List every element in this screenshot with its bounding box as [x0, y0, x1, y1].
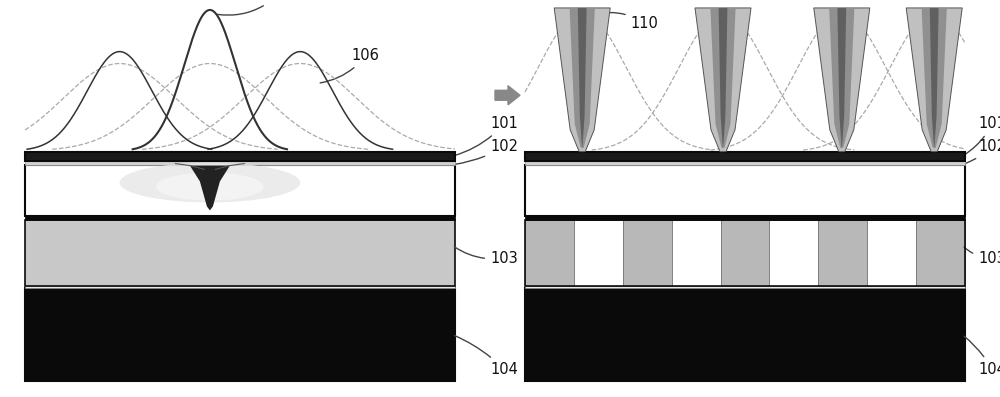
Text: 102: 102	[965, 139, 1000, 164]
Text: 105: 105	[217, 0, 293, 15]
Bar	[769, 220, 818, 286]
Bar	[525, 216, 965, 220]
Bar	[525, 152, 965, 161]
Polygon shape	[906, 8, 962, 152]
Polygon shape	[930, 8, 939, 150]
Bar	[525, 165, 965, 216]
Polygon shape	[570, 8, 595, 148]
Bar	[525, 161, 965, 165]
Text: 102: 102	[455, 139, 518, 164]
Bar	[525, 220, 574, 286]
Bar	[25, 216, 455, 220]
Bar	[574, 220, 623, 286]
Bar	[867, 220, 916, 286]
Bar	[25, 161, 455, 165]
Bar	[25, 152, 455, 161]
Polygon shape	[837, 8, 846, 150]
Polygon shape	[829, 8, 854, 148]
Text: 101: 101	[964, 116, 1000, 155]
Bar	[818, 220, 867, 286]
Polygon shape	[814, 8, 870, 152]
Bar	[25, 288, 455, 381]
Text: 101: 101	[455, 116, 518, 156]
Polygon shape	[190, 166, 230, 210]
Polygon shape	[554, 8, 610, 152]
Text: 110: 110	[593, 13, 658, 31]
Bar	[525, 288, 965, 381]
Bar	[672, 220, 721, 286]
Ellipse shape	[156, 173, 264, 200]
Text: 107: 107	[59, 179, 87, 194]
FancyArrow shape	[495, 86, 520, 105]
Bar	[525, 220, 965, 286]
Bar	[525, 286, 965, 288]
Text: 104: 104	[964, 336, 1000, 377]
Text: 103: 103	[964, 247, 1000, 266]
Bar	[623, 220, 672, 286]
Bar	[25, 165, 455, 216]
Polygon shape	[710, 8, 736, 148]
Bar	[25, 286, 455, 288]
Polygon shape	[578, 8, 587, 150]
Bar	[25, 220, 455, 286]
Polygon shape	[719, 8, 727, 150]
Text: 104: 104	[455, 335, 518, 377]
Polygon shape	[695, 8, 751, 152]
Text: 103: 103	[454, 247, 518, 266]
Bar	[916, 220, 965, 286]
Text: 106: 106	[320, 48, 380, 83]
Ellipse shape	[120, 163, 300, 202]
Polygon shape	[922, 8, 947, 148]
Bar	[721, 220, 769, 286]
